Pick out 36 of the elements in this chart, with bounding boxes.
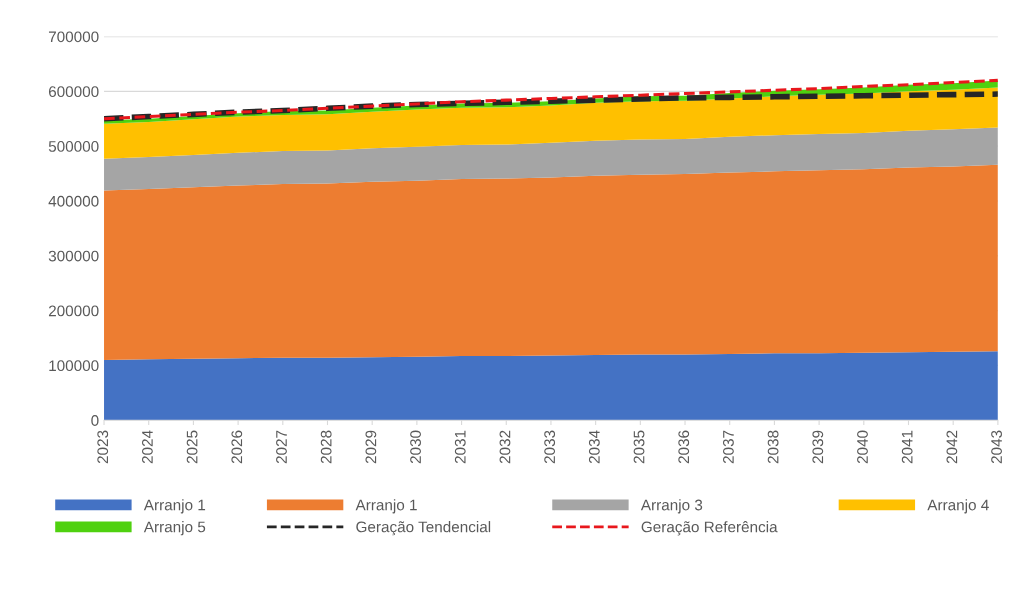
y-tick-label: 100000 (49, 360, 99, 372)
y-tick-label: 600000 (48, 86, 99, 98)
y-tick-label: 200000 (48, 305, 99, 317)
x-tick-label: 2040 (857, 430, 868, 464)
legend-label: Arranjo 1 (143, 499, 206, 514)
y-tick-label: 300000 (48, 250, 99, 262)
x-tick-label: 2030 (410, 430, 421, 464)
x-tick-label: 2037 (723, 430, 734, 464)
legend-label: Arranjo 5 (143, 521, 206, 536)
x-tick-label: 2025 (186, 430, 198, 464)
x-tick-label: 2036 (678, 430, 690, 464)
x-tick-label: 2029 (365, 430, 377, 464)
x-tick-label: 2031 (454, 430, 466, 464)
y-tick-label: 500000 (48, 141, 99, 152)
x-tick-label: 2042 (946, 430, 958, 464)
x-tick-label: 2023 (97, 430, 109, 464)
x-tick-label: 2039 (812, 430, 824, 464)
x-tick-label: 2024 (142, 430, 153, 464)
legend-label: Geração Tendencial (356, 521, 491, 536)
x-tick-label: 2026 (231, 430, 243, 464)
legend-label: Arranjo 3 (640, 499, 703, 514)
x-tick-label: 2034 (588, 430, 600, 464)
y-tick-label: 700000 (48, 31, 99, 43)
x-tick-label: 2043 (991, 430, 1002, 464)
legend-label: Arranjo 1 (355, 499, 417, 514)
x-tick-label: 2032 (499, 430, 511, 464)
x-tick-label: 2033 (544, 430, 556, 464)
y-tick-label: 400000 (48, 195, 99, 207)
y-tick-label: 0 (91, 415, 99, 426)
legend-label: Geração Referência (641, 521, 778, 536)
x-tick-label: 2028 (320, 430, 332, 464)
legend-label: Arranjo 4 (927, 499, 989, 514)
x-tick-label: 2027 (276, 430, 287, 464)
x-tick-label: 2035 (633, 430, 645, 464)
x-tick-label: 2041 (901, 430, 913, 464)
x-tick-label: 2038 (767, 430, 779, 464)
